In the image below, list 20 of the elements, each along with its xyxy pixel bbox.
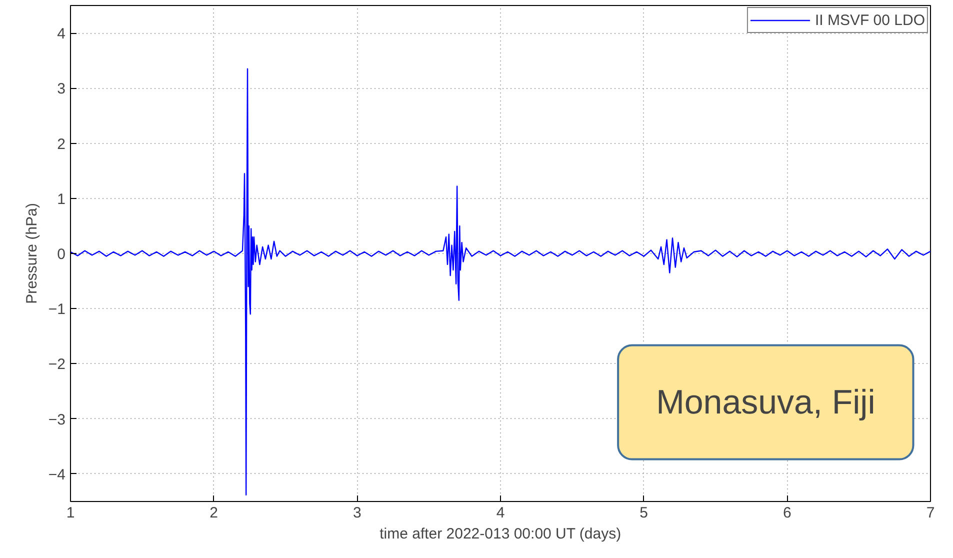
y-tick-label: −4 bbox=[48, 466, 66, 484]
x-axis-title: time after 2022-013 00:00 UT (days) bbox=[380, 526, 622, 542]
y-tick-label: 1 bbox=[57, 190, 66, 208]
y-tick-label: 4 bbox=[57, 26, 66, 43]
y-axis-title: Pressure (hPa) bbox=[23, 203, 40, 304]
x-tick-label: 2 bbox=[210, 504, 218, 522]
y-tick-label: 0 bbox=[57, 246, 66, 263]
y-tick-label: −1 bbox=[48, 301, 66, 318]
legend-label: II MSVF 00 LDO bbox=[814, 12, 925, 28]
y-tick-label: −2 bbox=[48, 356, 66, 374]
y-tick-label: −3 bbox=[48, 411, 66, 428]
y-tick-label: 3 bbox=[57, 80, 66, 98]
line-series bbox=[70, 68, 930, 496]
x-tick-label: 5 bbox=[640, 504, 648, 522]
y-tick-label: 2 bbox=[57, 136, 66, 153]
x-tick-label: 3 bbox=[352, 504, 362, 522]
x-tick-label: 4 bbox=[496, 504, 505, 522]
x-tick-label: 7 bbox=[926, 504, 935, 522]
x-tick-label: 6 bbox=[782, 504, 792, 522]
annotation: Monasuva, Fiji bbox=[656, 383, 876, 422]
